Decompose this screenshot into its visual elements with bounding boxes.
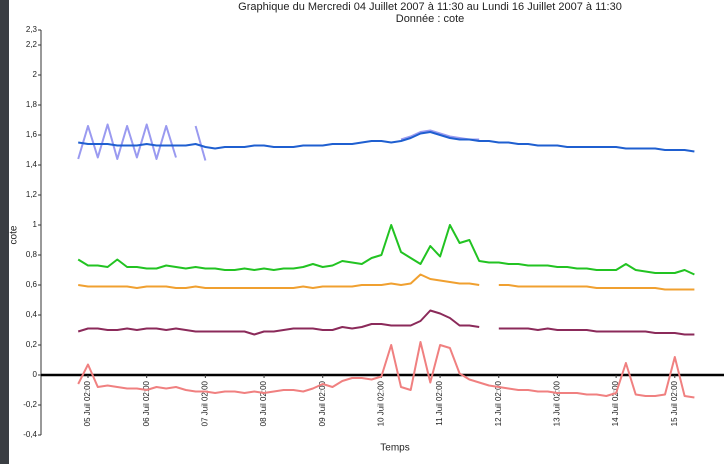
y-tick-label: 1,8 [26,100,38,109]
x-tick-label: 14 Juil 02:00 [611,380,620,426]
data-line [78,273,695,291]
y-tick-label: 2,2 [26,40,38,49]
x-tick-label: 07 Juil 02:00 [200,380,209,426]
data-line [77,309,695,336]
y-tick-label: 1 [33,220,38,229]
y-tick-label: 0,6 [26,280,38,289]
data-line [77,341,695,399]
y-tick-label: 1,2 [26,190,38,199]
x-tick-label: 15 Juil 02:00 [670,380,679,426]
y-tick-label: 2,3 [26,25,38,34]
y-tick-label: 0,8 [26,250,38,259]
x-tick-label: 08 Juil 02:00 [259,380,268,426]
chart-title: Graphique du Mercredi 04 Juillet 2007 à … [238,1,622,13]
y-tick-label: 2 [33,70,38,79]
x-tick-label: 09 Juil 02:00 [318,380,327,426]
x-tick-label: 10 Juil 02:00 [377,380,386,426]
data-line [78,131,695,153]
y-tick-label: 1,4 [26,160,38,169]
side-strip [0,0,9,464]
x-tick-label: 05 Juil 02:00 [83,380,92,426]
x-axis-label: Temps [380,443,409,454]
x-tick-label: 12 Juil 02:00 [494,380,503,426]
y-tick-label: 1,6 [26,130,38,139]
x-tick-label: 11 Juil 02:00 [435,380,444,425]
y-tick-label: 0,2 [26,340,38,349]
x-tick-label: 06 Juil 02:00 [142,380,151,426]
y-tick-label: 0,4 [26,310,38,319]
y-tick-label: -0,2 [23,400,37,409]
y-tick-label: 0 [33,370,38,379]
chart-subtitle: Donnée : cote [396,13,465,25]
y-tick-label: -0,4 [23,430,37,439]
y-axis-label: cote [9,225,20,244]
x-tick-label: 13 Juil 02:00 [553,380,562,426]
data-line [77,224,695,276]
